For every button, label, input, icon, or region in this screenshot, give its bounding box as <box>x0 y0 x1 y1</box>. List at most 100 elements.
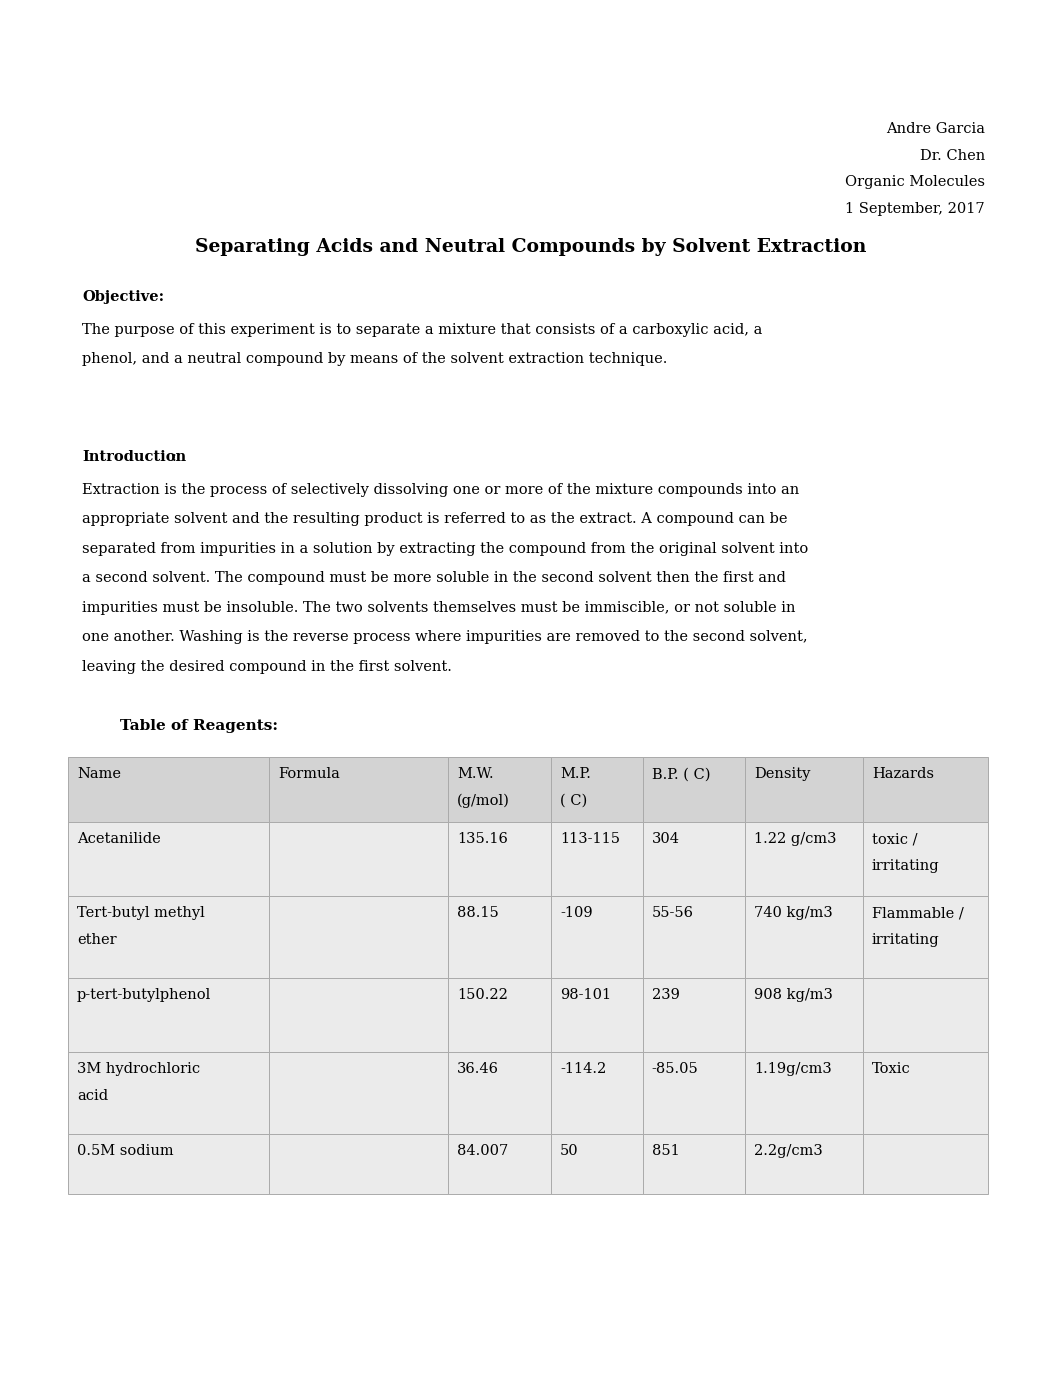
Text: B.P. ( C): B.P. ( C) <box>652 767 710 782</box>
Bar <box>746 979 862 1052</box>
Bar <box>551 1052 643 1135</box>
Bar <box>643 896 746 979</box>
Text: :: : <box>171 450 176 464</box>
Bar <box>448 1052 551 1135</box>
Text: 908 kg/m3: 908 kg/m3 <box>754 989 834 1002</box>
Text: separated from impurities in a solution by extracting the compound from the orig: separated from impurities in a solution … <box>82 543 808 556</box>
Text: Dr. Chen: Dr. Chen <box>920 149 984 162</box>
Text: Tert-butyl methyl: Tert-butyl methyl <box>78 906 205 920</box>
Text: a second solvent. The compound must be more soluble in the second solvent then t: a second solvent. The compound must be m… <box>82 571 786 585</box>
Bar <box>551 896 643 979</box>
Text: 239: 239 <box>652 989 680 1002</box>
Text: Density: Density <box>754 767 810 782</box>
Text: 3M hydrochloric: 3M hydrochloric <box>78 1063 200 1077</box>
Bar <box>551 1135 643 1194</box>
Text: ( C): ( C) <box>560 795 587 808</box>
Text: Formula: Formula <box>278 767 340 782</box>
Bar <box>448 979 551 1052</box>
Text: 1.22 g/cm3: 1.22 g/cm3 <box>754 833 837 847</box>
Text: 1 September, 2017: 1 September, 2017 <box>845 201 984 215</box>
Text: Organic Molecules: Organic Molecules <box>845 175 984 189</box>
Text: 851: 851 <box>652 1144 680 1158</box>
Text: Separating Acids and Neutral Compounds by Solvent Extraction: Separating Acids and Neutral Compounds b… <box>195 238 867 256</box>
Text: leaving the desired compound in the first solvent.: leaving the desired compound in the firs… <box>82 660 451 673</box>
Bar <box>68 1135 269 1194</box>
Bar <box>269 1052 448 1135</box>
Text: -109: -109 <box>560 906 593 920</box>
Text: Acetanilide: Acetanilide <box>78 833 160 847</box>
Text: phenol, and a neutral compound by means of the solvent extraction technique.: phenol, and a neutral compound by means … <box>82 353 667 366</box>
Bar <box>269 896 448 979</box>
Bar <box>448 1135 551 1194</box>
Bar <box>448 822 551 896</box>
Text: 150.22: 150.22 <box>457 989 508 1002</box>
Bar <box>643 979 746 1052</box>
Bar <box>269 757 448 822</box>
Text: p-tert-butylphenol: p-tert-butylphenol <box>78 989 211 1002</box>
Text: Name: Name <box>78 767 121 782</box>
Text: Toxic: Toxic <box>872 1063 910 1077</box>
Bar <box>68 896 269 979</box>
Text: Objective:: Objective: <box>82 291 165 304</box>
Bar <box>862 896 988 979</box>
Bar <box>643 1052 746 1135</box>
Text: irritating: irritating <box>872 859 940 873</box>
Bar <box>551 979 643 1052</box>
Text: 135.16: 135.16 <box>457 833 508 847</box>
Bar <box>448 757 551 822</box>
Bar <box>862 757 988 822</box>
Text: irritating: irritating <box>872 934 940 947</box>
Bar <box>551 757 643 822</box>
Text: 50: 50 <box>560 1144 579 1158</box>
Text: 55-56: 55-56 <box>652 906 693 920</box>
Text: 113-115: 113-115 <box>560 833 620 847</box>
Bar <box>746 1052 862 1135</box>
Bar <box>269 1135 448 1194</box>
Bar <box>551 822 643 896</box>
Text: 1.19g/cm3: 1.19g/cm3 <box>754 1063 833 1077</box>
Text: -114.2: -114.2 <box>560 1063 606 1077</box>
Bar <box>448 896 551 979</box>
Text: 304: 304 <box>652 833 680 847</box>
Text: (g/mol): (g/mol) <box>457 795 510 808</box>
Text: acid: acid <box>78 1089 108 1103</box>
Text: 740 kg/m3: 740 kg/m3 <box>754 906 834 920</box>
Bar <box>862 1135 988 1194</box>
Text: Andre Garcia: Andre Garcia <box>886 123 984 136</box>
Text: -85.05: -85.05 <box>652 1063 699 1077</box>
Bar <box>68 757 988 1194</box>
Bar <box>862 1052 988 1135</box>
Text: 98-101: 98-101 <box>560 989 611 1002</box>
Bar <box>68 979 269 1052</box>
Text: 88.15: 88.15 <box>457 906 499 920</box>
Text: The purpose of this experiment is to separate a mixture that consists of a carbo: The purpose of this experiment is to sep… <box>82 324 763 337</box>
Bar <box>746 757 862 822</box>
Text: Flammable /: Flammable / <box>872 906 963 920</box>
Bar <box>643 822 746 896</box>
Bar <box>269 979 448 1052</box>
Text: 2.2g/cm3: 2.2g/cm3 <box>754 1144 823 1158</box>
Text: Introduction: Introduction <box>82 450 186 464</box>
Text: toxic /: toxic / <box>872 833 918 847</box>
Text: M.P.: M.P. <box>560 767 590 782</box>
Text: appropriate solvent and the resulting product is referred to as the extract. A c: appropriate solvent and the resulting pr… <box>82 512 788 526</box>
Bar <box>643 1135 746 1194</box>
Bar <box>746 1135 862 1194</box>
Bar <box>68 1052 269 1135</box>
Text: M.W.: M.W. <box>457 767 494 782</box>
Text: 36.46: 36.46 <box>457 1063 499 1077</box>
Text: Table of Reagents:: Table of Reagents: <box>120 720 278 734</box>
Text: 0.5M sodium: 0.5M sodium <box>78 1144 173 1158</box>
Text: one another. Washing is the reverse process where impurities are removed to the : one another. Washing is the reverse proc… <box>82 631 807 644</box>
Bar <box>746 896 862 979</box>
Text: ether: ether <box>78 934 117 947</box>
Bar <box>643 757 746 822</box>
Bar <box>269 822 448 896</box>
Text: Hazards: Hazards <box>872 767 933 782</box>
Text: impurities must be insoluble. The two solvents themselves must be immiscible, or: impurities must be insoluble. The two so… <box>82 600 795 616</box>
Bar <box>68 757 269 822</box>
Text: Extraction is the process of selectively dissolving one or more of the mixture c: Extraction is the process of selectively… <box>82 483 800 497</box>
Bar <box>862 979 988 1052</box>
Text: 84.007: 84.007 <box>457 1144 509 1158</box>
Bar <box>746 822 862 896</box>
